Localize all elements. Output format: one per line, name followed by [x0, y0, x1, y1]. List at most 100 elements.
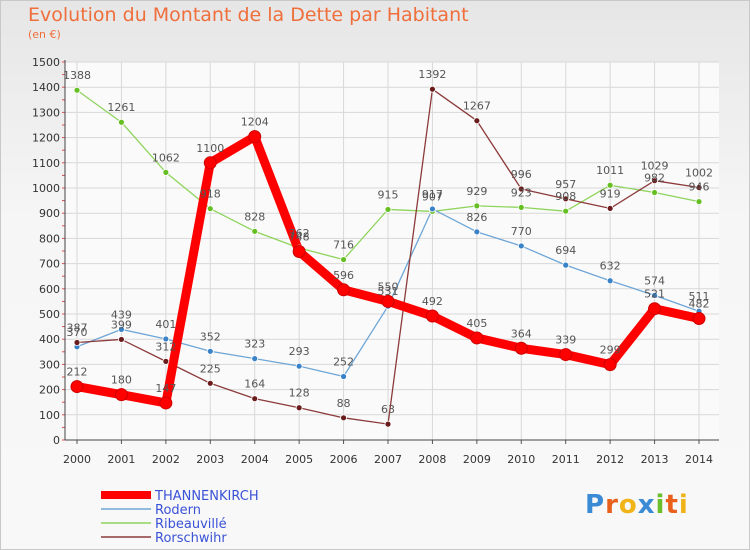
y-tick-label: 1400: [32, 81, 60, 94]
data-label: 982: [644, 172, 665, 185]
x-tick-label: 2000: [63, 453, 91, 466]
data-label: 439: [111, 308, 132, 321]
data-point: [162, 168, 170, 176]
logo-letter: t: [665, 490, 679, 520]
y-tick-label: 200: [39, 384, 60, 397]
data-label: 164: [244, 378, 265, 391]
data-label: 482: [689, 298, 710, 311]
data-label: 1261: [107, 101, 135, 114]
data-point: [292, 245, 306, 259]
chart-title: Evolution du Montant de la Dette par Hab…: [28, 4, 469, 26]
data-point: [425, 309, 439, 323]
y-tick-label: 1300: [32, 106, 60, 119]
data-point: [429, 85, 436, 93]
x-tick-label: 2013: [641, 453, 669, 466]
data-label: 399: [111, 318, 132, 331]
data-label: 1011: [596, 164, 624, 177]
data-point: [206, 205, 214, 213]
data-label: 632: [600, 260, 621, 273]
x-tick-label: 2011: [552, 453, 580, 466]
y-tick-label: 800: [39, 232, 60, 245]
data-point: [337, 283, 351, 297]
data-label: 88: [337, 397, 351, 410]
data-label: 225: [200, 362, 221, 375]
data-label: 1029: [641, 160, 669, 173]
x-tick-label: 2001: [107, 453, 135, 466]
logo-letter: x: [637, 490, 656, 520]
x-tick-label: 2007: [374, 453, 402, 466]
data-point: [651, 189, 658, 196]
data-point: [562, 195, 570, 203]
data-point: [517, 204, 525, 211]
x-tick-label: 2006: [330, 453, 358, 466]
y-tick-label: 500: [39, 308, 60, 321]
y-tick-label: 1500: [32, 56, 60, 69]
legend-label: Rorschwihr: [155, 531, 227, 546]
x-tick-label: 2002: [152, 453, 180, 466]
data-label: 323: [244, 338, 265, 351]
data-point: [118, 336, 125, 343]
data-label: 293: [289, 345, 310, 358]
legend-label: Ribeauvillé: [155, 517, 227, 532]
x-tick-label: 2014: [685, 453, 713, 466]
data-point: [73, 86, 81, 94]
data-point: [206, 379, 214, 387]
data-point: [162, 335, 170, 343]
data-point: [606, 181, 614, 189]
x-tick-label: 2010: [507, 453, 535, 466]
logo-letter: r: [605, 490, 619, 520]
x-tick-label: 2012: [596, 453, 624, 466]
data-label: 147: [155, 382, 176, 395]
data-label: 1388: [63, 69, 91, 82]
data-point: [70, 380, 84, 394]
data-point: [340, 256, 347, 263]
data-label: 907: [422, 190, 443, 203]
data-point: [251, 395, 259, 403]
chart-subtitle: (en €): [28, 28, 61, 41]
data-label: 929: [466, 185, 487, 198]
data-label: 716: [333, 239, 354, 252]
logo-letter: i: [655, 490, 666, 520]
x-tick-label: 2004: [241, 453, 269, 466]
data-point: [651, 177, 658, 185]
data-point: [162, 357, 170, 365]
x-tick-label: 2008: [418, 453, 446, 466]
y-tick-label: 1200: [32, 132, 60, 145]
data-label: 252: [333, 355, 354, 368]
data-point: [384, 206, 392, 213]
data-label: 748: [289, 231, 310, 244]
data-label: 550: [378, 280, 399, 293]
y-tick-label: 400: [39, 333, 60, 346]
data-point: [473, 117, 481, 125]
data-label: 401: [155, 318, 176, 331]
data-point: [562, 207, 570, 215]
data-point: [695, 198, 703, 206]
data-label: 521: [644, 288, 665, 301]
data-point: [118, 325, 125, 333]
x-tick-label: 2003: [196, 453, 224, 466]
data-point: [651, 291, 658, 299]
y-tick-label: 700: [39, 258, 60, 271]
data-label: 405: [466, 317, 487, 330]
data-label: 312: [155, 340, 176, 353]
y-tick-label: 1000: [32, 182, 60, 195]
legend-label: Rodern: [155, 503, 201, 518]
data-point: [517, 185, 525, 193]
data-label: 596: [333, 269, 354, 282]
data-label: 946: [689, 181, 710, 194]
x-tick-label: 2005: [285, 453, 313, 466]
data-label: 694: [555, 244, 576, 257]
data-point: [514, 341, 528, 355]
data-point: [695, 184, 703, 191]
proxiti-logo: Proxiti: [585, 490, 689, 520]
data-point: [340, 373, 347, 380]
data-point: [251, 355, 259, 363]
data-label: 63: [381, 403, 395, 416]
y-tick-label: 300: [39, 358, 60, 371]
data-label: 917: [422, 188, 443, 201]
data-label: 1267: [463, 100, 491, 113]
y-tick-label: 0: [53, 434, 60, 447]
data-point: [384, 420, 392, 428]
data-label: 919: [600, 187, 621, 200]
